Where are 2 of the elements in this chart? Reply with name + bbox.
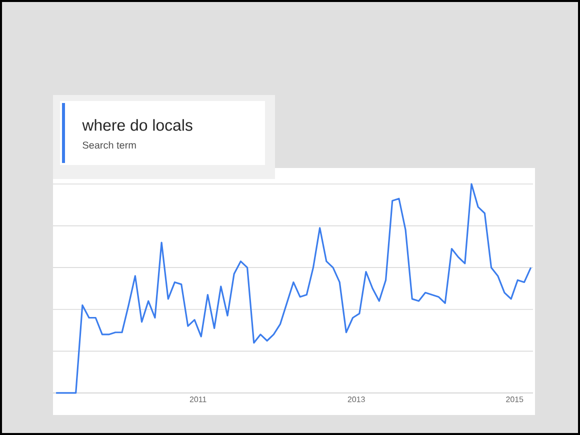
legend-title: Search term <box>82 141 136 149</box>
text: where do locals <box>82 119 192 131</box>
